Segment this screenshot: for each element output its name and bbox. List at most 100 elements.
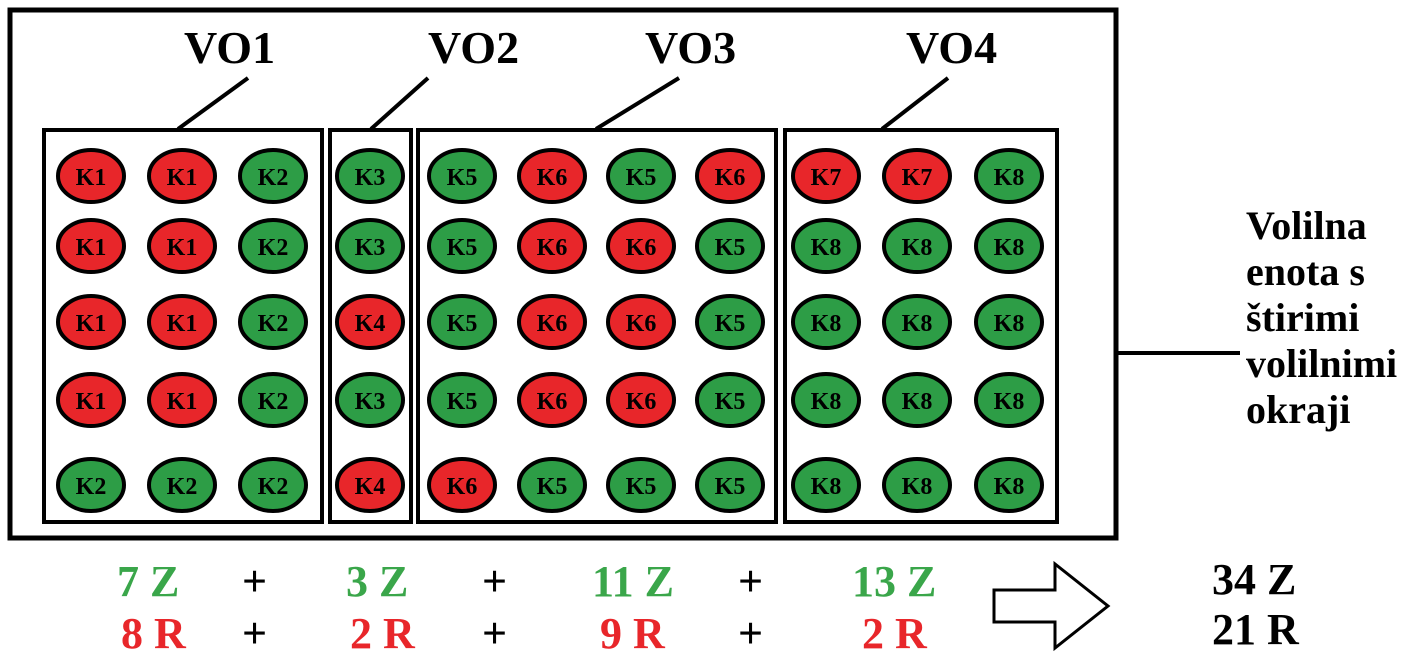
plus-sign: + bbox=[738, 557, 764, 606]
electoral-unit-label: Volilna enota s štirimi volilnimi okraji bbox=[1246, 203, 1397, 433]
voter-token: K1 bbox=[147, 372, 217, 428]
voter-token: K6 bbox=[517, 294, 587, 350]
voter-circle bbox=[147, 372, 217, 428]
district-4: VO4 K7 K7 K8 K8 K8 K8 K8 K8 K8 K8 K8 K8 K8 K8 K8 bbox=[783, 22, 1059, 524]
voter-token: K6 bbox=[695, 148, 765, 204]
voter-label: K6 bbox=[537, 389, 568, 415]
district-2: VO2 K3 K3 K4 K3 K4 bbox=[328, 22, 519, 524]
voter-label: K7 bbox=[811, 165, 842, 191]
plus-sign: + bbox=[242, 557, 268, 606]
districts-layer: VO1 K1 K1 K2 K1 K1 K2 K1 K1 K2 K1 K1 K2 K2 K2 K2 VO2 K3 K3… bbox=[42, 22, 1059, 524]
voter-token: K1 bbox=[147, 218, 217, 274]
voter-label: K8 bbox=[902, 389, 933, 415]
voter-circle bbox=[974, 148, 1044, 204]
voter-circle bbox=[517, 218, 587, 274]
voter-token: K2 bbox=[56, 457, 126, 513]
voter-label: K5 bbox=[626, 165, 657, 191]
voter-label: K8 bbox=[994, 474, 1025, 500]
voter-circle bbox=[335, 457, 405, 513]
voter-circle bbox=[695, 148, 765, 204]
voter-label: K8 bbox=[902, 311, 933, 337]
voter-token: K6 bbox=[427, 457, 497, 513]
plus-sign: + bbox=[242, 609, 268, 658]
total-red: 21 R bbox=[1212, 605, 1299, 654]
total-green: 34 Z bbox=[1212, 555, 1297, 604]
voter-token: K2 bbox=[238, 294, 308, 350]
vo3-red-tally: 9 R bbox=[600, 609, 665, 658]
voter-label: K6 bbox=[626, 235, 657, 261]
voter-circle bbox=[882, 457, 952, 513]
voter-label: K6 bbox=[447, 474, 478, 500]
district-box bbox=[328, 128, 413, 524]
voter-circle bbox=[695, 218, 765, 274]
voter-label: K6 bbox=[537, 235, 568, 261]
voter-label: K8 bbox=[811, 474, 842, 500]
vo1-green-tally: 7 Z bbox=[117, 557, 180, 606]
voter-label: K6 bbox=[537, 311, 568, 337]
voter-label: K5 bbox=[626, 474, 657, 500]
voter-token: K8 bbox=[882, 294, 952, 350]
voter-circle bbox=[882, 218, 952, 274]
voter-token: K2 bbox=[238, 372, 308, 428]
voter-token: K5 bbox=[427, 372, 497, 428]
voter-label: K8 bbox=[994, 165, 1025, 191]
vo2-green-tally: 3 Z bbox=[346, 557, 409, 606]
voter-label: K5 bbox=[537, 474, 568, 500]
electoral-unit-label-line: okraji bbox=[1246, 387, 1351, 432]
voter-circle bbox=[147, 294, 217, 350]
voter-circle bbox=[427, 372, 497, 428]
voter-label: K8 bbox=[811, 235, 842, 261]
voter-label: K8 bbox=[994, 235, 1025, 261]
voter-label: K2 bbox=[258, 474, 289, 500]
voter-token: K8 bbox=[882, 218, 952, 274]
voter-token: K1 bbox=[147, 294, 217, 350]
right-arrow-icon bbox=[992, 560, 1111, 652]
voter-token: K6 bbox=[517, 148, 587, 204]
voter-token: K4 bbox=[335, 294, 405, 350]
voter-circle bbox=[335, 148, 405, 204]
voter-circle bbox=[974, 457, 1044, 513]
voter-circle bbox=[882, 372, 952, 428]
voter-token: K3 bbox=[335, 218, 405, 274]
voter-token: K2 bbox=[238, 457, 308, 513]
voter-token: K6 bbox=[517, 218, 587, 274]
voter-token: K5 bbox=[695, 372, 765, 428]
voter-circle bbox=[974, 372, 1044, 428]
voter-circle bbox=[427, 457, 497, 513]
voter-circle bbox=[517, 372, 587, 428]
voter-token: K8 bbox=[791, 218, 861, 274]
voter-token: K1 bbox=[56, 372, 126, 428]
voter-circle bbox=[695, 294, 765, 350]
plus-sign: + bbox=[482, 557, 508, 606]
vo2-red-tally: 2 R bbox=[350, 609, 415, 658]
voter-circle bbox=[335, 218, 405, 274]
district-title: VO1 bbox=[184, 22, 275, 73]
voter-token: K3 bbox=[335, 372, 405, 428]
district-1: VO1 K1 K1 K2 K1 K1 K2 K1 K1 K2 K1 K1 K2 K2 K2 K2 bbox=[42, 22, 324, 524]
voter-circle bbox=[238, 148, 308, 204]
vo3-green-tally: 11 Z bbox=[592, 557, 674, 606]
voter-label: K1 bbox=[167, 235, 198, 261]
district-pointer-line bbox=[880, 76, 950, 131]
voter-circle bbox=[791, 294, 861, 350]
voter-token: K7 bbox=[791, 148, 861, 204]
voter-label: K2 bbox=[258, 165, 289, 191]
voter-circle bbox=[517, 457, 587, 513]
voter-token: K8 bbox=[974, 218, 1044, 274]
voter-label: K5 bbox=[715, 389, 746, 415]
voter-label: K6 bbox=[715, 165, 746, 191]
district-pointer-line bbox=[594, 76, 681, 131]
voter-label: K1 bbox=[167, 389, 198, 415]
voter-token: K2 bbox=[238, 218, 308, 274]
voter-label: K5 bbox=[447, 311, 478, 337]
voter-circle bbox=[695, 457, 765, 513]
voter-circle bbox=[606, 148, 676, 204]
voter-label: K1 bbox=[76, 389, 107, 415]
voter-label: K1 bbox=[167, 311, 198, 337]
voter-circle bbox=[606, 218, 676, 274]
voter-circle bbox=[56, 218, 126, 274]
electoral-unit-label-line: štirimi bbox=[1246, 295, 1360, 340]
voter-label: K2 bbox=[76, 474, 107, 500]
vo1-red-tally: 8 R bbox=[121, 609, 186, 658]
voter-token: K6 bbox=[606, 372, 676, 428]
